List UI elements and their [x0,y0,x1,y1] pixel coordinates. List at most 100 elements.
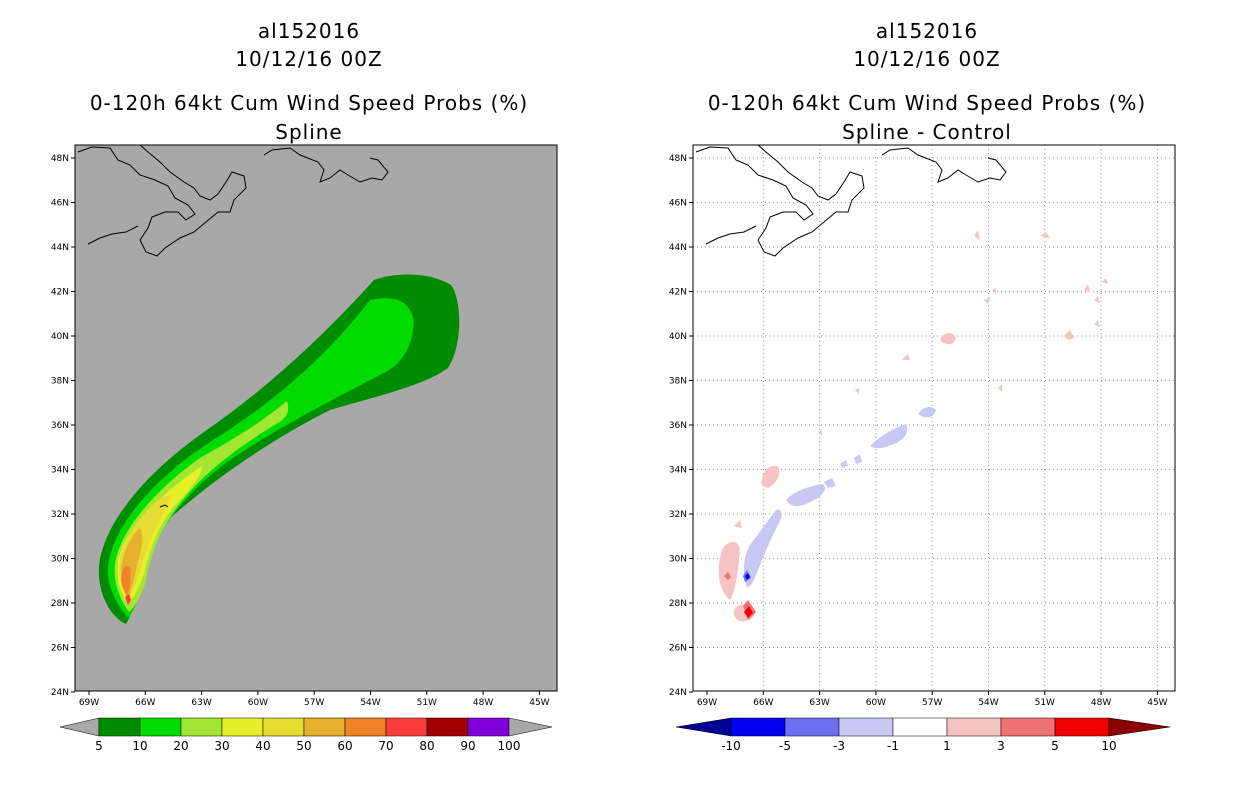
pos-1-region [1084,284,1090,292]
x-tick-label: 45W [1147,698,1167,708]
colorbar-swatch [98,717,141,737]
colorbar-swatch [221,717,264,737]
colorbar-label: -1 [887,739,899,753]
y-tick-label: 34N [51,466,69,476]
colorbar-swatch [262,717,305,737]
x-tick-label: 66W [753,698,773,708]
y-tick-label: 42N [669,288,687,298]
left-colorbar: 5 10 20 30 40 50 60 70 80 90 100 [59,717,553,753]
x-tick-label: 57W [922,698,942,708]
y-tick-label: 36N [669,421,687,431]
colorbar-swatch [892,717,948,737]
x-tick-label: 69W [79,698,99,708]
y-tick-label: 48N [51,154,69,164]
chart-subtitle: Spline - Control [842,120,1012,144]
pos-1-region [940,332,956,345]
colorbar-swatch [838,717,894,737]
coastline [77,145,389,257]
pos-5-region [744,606,753,618]
colorbar-swatch [467,717,510,737]
map-background [693,145,1175,691]
colorbar-label: 30 [214,739,229,753]
small-feature [159,504,169,508]
left-chart-panel: al152016 10/12/16 00Z 0-120h 64kt Cum Wi… [51,19,558,753]
pos-1-region [855,388,859,394]
colorbar-swatch [180,717,223,737]
y-tick-label: 30N [669,555,687,565]
pos-1-region [1094,296,1100,304]
pos-1-region [984,298,990,304]
chart-title: 0-120h 64kt Cum Wind Speed Probs (%) [707,91,1147,115]
y-tick-label: 44N [669,243,687,253]
colorbar-label: 60 [337,739,352,753]
contour-70 [125,594,131,605]
colorbar-swatch [1000,717,1056,737]
y-tick-label: 40N [51,332,69,342]
colorbar-label: -3 [833,739,845,753]
colorbar-swatch [344,717,387,737]
colorbar-label: 90 [460,739,475,753]
neg-3-region [918,407,936,418]
y-tick-label: 24N [669,688,687,698]
x-tick-label: 51W [1035,698,1055,708]
map-background [75,145,557,691]
colorbar-swatch [730,717,786,737]
y-tick-label: 48N [669,154,687,164]
chart-title: 0-120h 64kt Cum Wind Speed Probs (%) [89,91,529,115]
colorbar-high-arrow [508,717,553,737]
x-tick-label: 63W [191,698,211,708]
colorbar-label: -5 [779,739,791,753]
right-colorbar: -10 -5 -3 -1 1 3 5 10 [675,717,1171,753]
storm-id-title: al152016 [257,19,361,43]
y-tick-label: 28N [669,599,687,609]
x-tick-label: 66W [135,698,155,708]
colorbar-swatch [784,717,840,737]
colorbar-label: 70 [378,739,393,753]
colorbar-label: 1 [943,739,951,753]
x-tick-label: 45W [529,698,549,708]
y-tick-label: 30N [51,555,69,565]
colorbar-label: -10 [721,739,741,753]
pos-3-region [724,572,731,580]
y-tick-label: 26N [51,644,69,654]
x-tick-label: 69W [697,698,717,708]
pos-1-region [1040,232,1050,238]
neg-3-region [854,454,862,464]
neg-3-region [786,484,825,507]
y-tick-label: 42N [51,288,69,298]
colorbar-label: 80 [419,739,434,753]
plot-frame [692,144,1176,692]
right-map-svg: 69W 66W 63W 60W 57W 54W 51W 48W 45W 48N 46N 44N 42N 4… [669,144,1176,753]
colorbar-label: 5 [1051,739,1059,753]
pos-1-region [818,430,822,436]
y-tick-label: 32N [51,510,69,520]
difference-contours [695,145,1108,622]
neg-3-region [824,478,836,488]
colorbar-label: 10 [1101,739,1116,753]
pos-1-region [1102,278,1108,284]
x-tick-label: 57W [304,698,324,708]
colorbar-label: 10 [132,739,147,753]
colorbar-swatch [1054,717,1110,737]
colorbar-label: 20 [173,739,188,753]
coastline [695,145,1007,257]
pos-1-region [1094,320,1100,328]
colorbar-swatch [426,717,469,737]
colorbar-swatch [303,717,346,737]
left-map-svg: 69W 66W 63W 60W 57W 54W 51W 48W 45W 48N 46N 44N 42N 4… [51,144,558,753]
y-tick-label: 38N [669,377,687,387]
storm-id-title: al152016 [875,19,979,43]
pos-1-region [998,384,1002,392]
pos-1-region [761,465,780,488]
pos-1-region [718,541,740,600]
left-axes: 69W 66W 63W 60W 57W 54W 51W 48W 45W 48N 46N 44N 42N 4… [51,154,550,708]
datetime-title: 10/12/16 00Z [853,47,1001,71]
datetime-title: 10/12/16 00Z [235,47,383,71]
right-axes: 69W 66W 63W 60W 57W 54W 51W 48W 45W 48N 46N 44N 42N 4… [669,154,1168,708]
colorbar-label: 40 [255,739,270,753]
colorbar-label: 100 [498,739,521,753]
colorbar-label: 50 [296,739,311,753]
x-tick-label: 54W [360,698,380,708]
pos-1-region [992,288,996,294]
y-tick-label: 34N [669,466,687,476]
